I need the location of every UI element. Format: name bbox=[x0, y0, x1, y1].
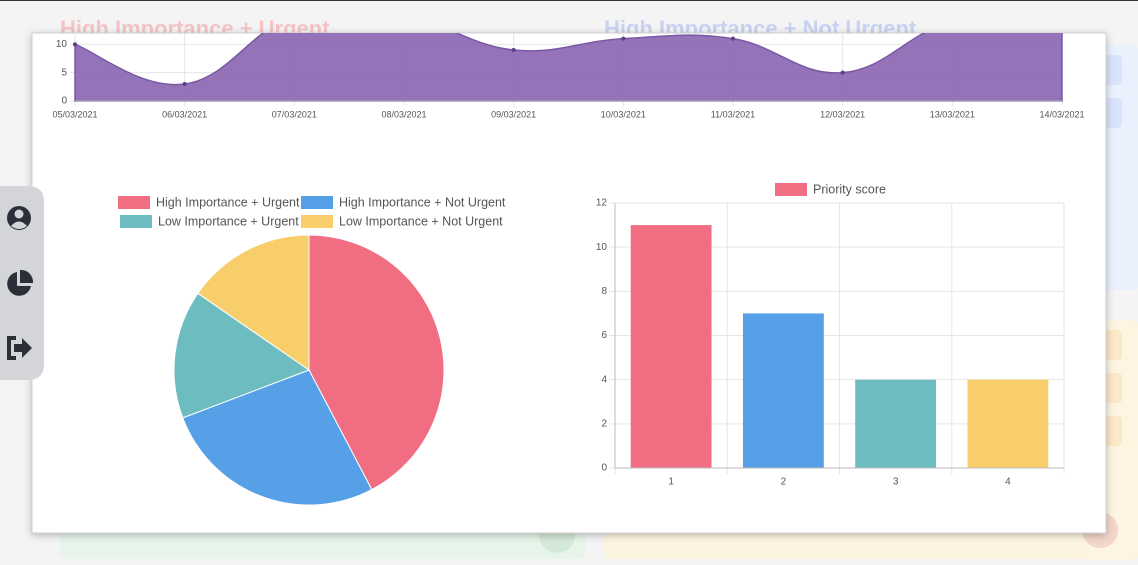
sidebar bbox=[0, 186, 44, 380]
y-tick-label: 0 bbox=[61, 96, 67, 107]
legend-swatch bbox=[775, 183, 807, 196]
y-tick-label: 4 bbox=[601, 374, 607, 385]
charts: 05/03/2021 06/03/2021 07/03/2021 08/03/2021… bbox=[52, 33, 1085, 506]
bar bbox=[742, 313, 824, 468]
pie-slice bbox=[173, 292, 311, 419]
x-tick-label: 1 bbox=[668, 477, 674, 488]
y-tick-label: 12 bbox=[596, 198, 608, 209]
x-tick-label: 06/03/2021 bbox=[162, 109, 207, 119]
y-tick-label: 2 bbox=[601, 418, 607, 429]
bar bbox=[855, 379, 937, 468]
x-tick-label: 4 bbox=[1005, 477, 1011, 488]
x-tick-label: 2 bbox=[781, 477, 787, 488]
y-tick-label: 0 bbox=[601, 463, 607, 474]
legend-swatch bbox=[301, 215, 333, 228]
legend-label: Priority score bbox=[813, 182, 886, 196]
x-tick-label: 05/03/2021 bbox=[52, 109, 97, 119]
profile-icon[interactable] bbox=[7, 206, 31, 230]
y-tick-label: 6 bbox=[601, 330, 607, 341]
legend-label: Low Importance + Not Urgent bbox=[339, 214, 503, 228]
legend-label: High Importance + Urgent bbox=[156, 195, 300, 209]
y-tick-label: 8 bbox=[601, 286, 607, 297]
y-tick-label: 10 bbox=[596, 242, 608, 253]
pie-slice bbox=[182, 369, 373, 506]
legend-label: Low Importance + Urgent bbox=[158, 214, 299, 228]
point bbox=[840, 70, 845, 75]
x-tick-label: 11/03/2021 bbox=[711, 109, 755, 119]
bar bbox=[630, 225, 712, 468]
legend-label: High Importance + Not Urgent bbox=[339, 195, 506, 209]
x-tick-label: 14/03/2021 bbox=[1039, 109, 1084, 119]
bar bbox=[967, 379, 1049, 468]
legend-swatch bbox=[301, 196, 333, 209]
pie-slice bbox=[197, 234, 310, 371]
point bbox=[621, 36, 626, 41]
x-tick-label: 10/03/2021 bbox=[601, 109, 646, 119]
x-tick-label: 13/03/2021 bbox=[930, 109, 975, 119]
legend-swatch bbox=[120, 215, 152, 228]
legend-swatch bbox=[118, 196, 150, 209]
y-tick-label: 10 bbox=[56, 39, 68, 50]
logout-icon[interactable] bbox=[7, 336, 32, 360]
x-tick-label: 08/03/2021 bbox=[381, 109, 426, 119]
point bbox=[511, 48, 516, 52]
point bbox=[73, 42, 77, 47]
chart-icon[interactable] bbox=[7, 269, 34, 296]
x-tick-label: 07/03/2021 bbox=[272, 109, 317, 119]
x-tick-label: 09/03/2021 bbox=[491, 109, 536, 119]
point bbox=[731, 36, 735, 41]
pie-slice bbox=[308, 234, 445, 491]
point bbox=[182, 82, 187, 86]
top-edge bbox=[0, 0, 1138, 1]
x-tick-label: 3 bbox=[893, 477, 899, 488]
modal bbox=[31, 32, 1107, 534]
area bbox=[74, 33, 1063, 102]
y-tick-label: 5 bbox=[61, 67, 67, 78]
x-tick-label: 12/03/2021 bbox=[820, 109, 865, 119]
